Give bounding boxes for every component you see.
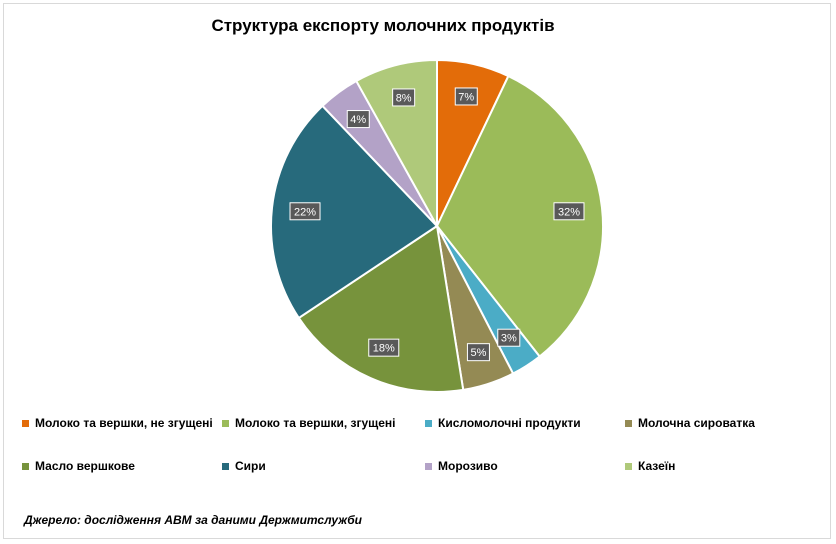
data-label-6: 22% (289, 202, 321, 221)
svg-text:32%: 32% (558, 206, 580, 218)
legend-item-6: Сири (222, 459, 266, 473)
pie-slice-2 (435, 74, 604, 358)
data-label-7: 4% (346, 110, 370, 129)
legend-item-8: Казеїн (625, 459, 675, 473)
svg-text:8%: 8% (396, 92, 412, 104)
data-label-4: 5% (466, 343, 490, 362)
legend-item-1: Молоко та вершки, не згущені (22, 416, 213, 430)
legend-swatch (425, 419, 432, 427)
pie-slice-6 (270, 104, 439, 320)
legend-item-4: Молочна сироватка (625, 416, 755, 430)
legend-swatch (625, 462, 632, 470)
svg-text:22%: 22% (294, 206, 316, 218)
legend-label: Казеїн (638, 459, 676, 473)
legend-label: Кисломолочні продукти (438, 416, 581, 430)
source-note: Джерело: дослідження АВМ за даними Держм… (24, 513, 362, 527)
legend-label: Масло вершкове (35, 459, 135, 473)
legend-label: Сири (235, 459, 266, 473)
legend-label: Молочна сироватка (638, 416, 755, 430)
legend-label: Морозиво (438, 459, 498, 473)
legend-item-7: Морозиво (425, 459, 498, 473)
data-label-2: 32% (553, 202, 585, 221)
legend-swatch (625, 419, 632, 427)
data-label-3: 3% (497, 328, 521, 347)
legend-swatch (222, 419, 229, 427)
legend-item-5: Масло вершкове (22, 459, 135, 473)
legend-swatch (425, 462, 432, 470)
svg-text:4%: 4% (350, 114, 366, 126)
svg-text:5%: 5% (470, 347, 486, 359)
legend-swatch (222, 462, 229, 470)
data-label-8: 8% (392, 88, 416, 107)
svg-text:3%: 3% (501, 333, 517, 345)
svg-text:18%: 18% (373, 343, 395, 355)
legend-item-2: Молоко та вершки, згущені (222, 416, 396, 430)
svg-text:7%: 7% (458, 91, 474, 103)
legend-swatch (22, 419, 29, 427)
legend-swatch (22, 462, 29, 470)
pie-slice-8 (354, 58, 438, 230)
data-label-5: 18% (368, 338, 400, 357)
legend-label: Молоко та вершки, згущені (235, 416, 396, 430)
pie-slice-5 (297, 224, 465, 393)
chart-title: Структура експорту молочних продуктів (211, 16, 555, 35)
legend-item-3: Кисломолочні продукти (425, 416, 581, 430)
legend-label: Молоко та вершки, не згущені (35, 416, 213, 430)
data-label-1: 7% (454, 87, 478, 106)
